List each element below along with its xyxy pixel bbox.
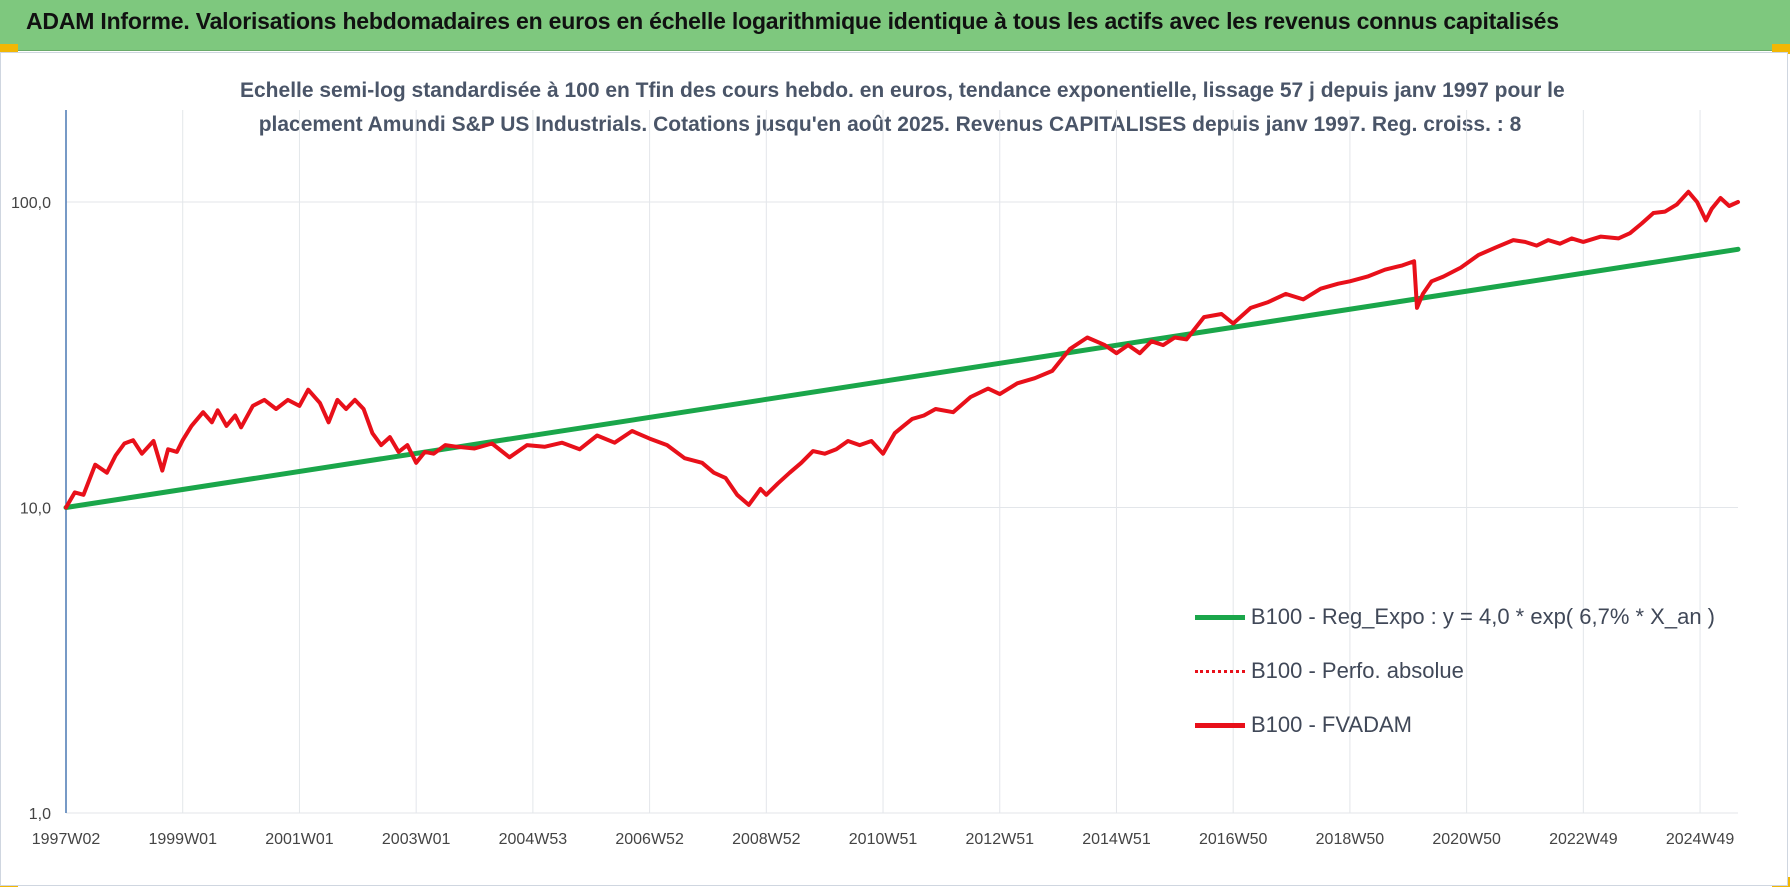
legend-label-perfo: B100 - Perfo. absolue: [1251, 658, 1464, 683]
legend-swatch-fvadam: [1195, 722, 1245, 728]
fvadam-line: [64, 189, 1740, 510]
y-tick-label: 100,0: [11, 195, 51, 212]
corner-marker-top-right: [1772, 44, 1790, 54]
x-tick-label: 2018W50: [1316, 831, 1385, 848]
x-tick-label: 1997W02: [32, 831, 101, 848]
chart-subtitle-line-1: Echelle semi-log standardisée à 100 en T…: [240, 79, 1565, 102]
x-tick-label: 1999W01: [148, 831, 217, 848]
x-tick-label: 2024W49: [1666, 831, 1735, 848]
x-tick-label: 2004W53: [499, 831, 568, 848]
legend: B100 - Reg_Expo : y = 4,0 * exp( 6,7% * …: [1195, 590, 1715, 752]
x-tick-label: 2014W51: [1082, 831, 1151, 848]
corner-marker-top-left: [0, 44, 18, 54]
x-tick-label: 2016W50: [1199, 831, 1268, 848]
series: [63, 189, 1741, 510]
legend-swatch-perfo: [1195, 669, 1245, 673]
x-tick-label: 2010W51: [849, 831, 918, 848]
page-title: ADAM Informe. Valorisations hebdomadaire…: [26, 8, 1559, 34]
legend-label-fvadam: B100 - FVADAM: [1251, 712, 1412, 737]
legend-item-perfo: B100 - Perfo. absolue: [1195, 644, 1715, 698]
x-tick-label: 2012W51: [966, 831, 1035, 848]
legend-label-trend: B100 - Reg_Expo : y = 4,0 * exp( 6,7% * …: [1250, 604, 1715, 629]
y-tick-label: 10,0: [20, 500, 51, 517]
legend-item-fvadam: B100 - FVADAM: [1195, 698, 1715, 752]
x-tick-label: 2003W01: [382, 831, 451, 848]
trend-line: [63, 246, 1741, 510]
x-tick-label: 2008W52: [732, 831, 801, 848]
chart-area: [0, 52, 1788, 886]
grid: [65, 110, 1738, 814]
chart-subtitle-line-2: placement Amundi S&P US Industrials. Cot…: [258, 113, 1522, 136]
x-tick-label: 2022W49: [1549, 831, 1618, 848]
x-tick-label: 2006W52: [615, 831, 684, 848]
legend-item-trend: B100 - Reg_Expo : y = 4,0 * exp( 6,7% * …: [1195, 590, 1715, 644]
legend-swatch-trend: [1195, 614, 1245, 620]
header-bar: ADAM Informe. Valorisations hebdomadaire…: [0, 0, 1790, 51]
axes: 1997W02 1999W01 2001W01 2003W01 2004W53 2006W…: [11, 110, 1734, 848]
x-tick-label: 2001W01: [265, 831, 334, 848]
x-tick-label: 2020W50: [1432, 831, 1501, 848]
y-tick-label: 1,0: [29, 806, 51, 823]
